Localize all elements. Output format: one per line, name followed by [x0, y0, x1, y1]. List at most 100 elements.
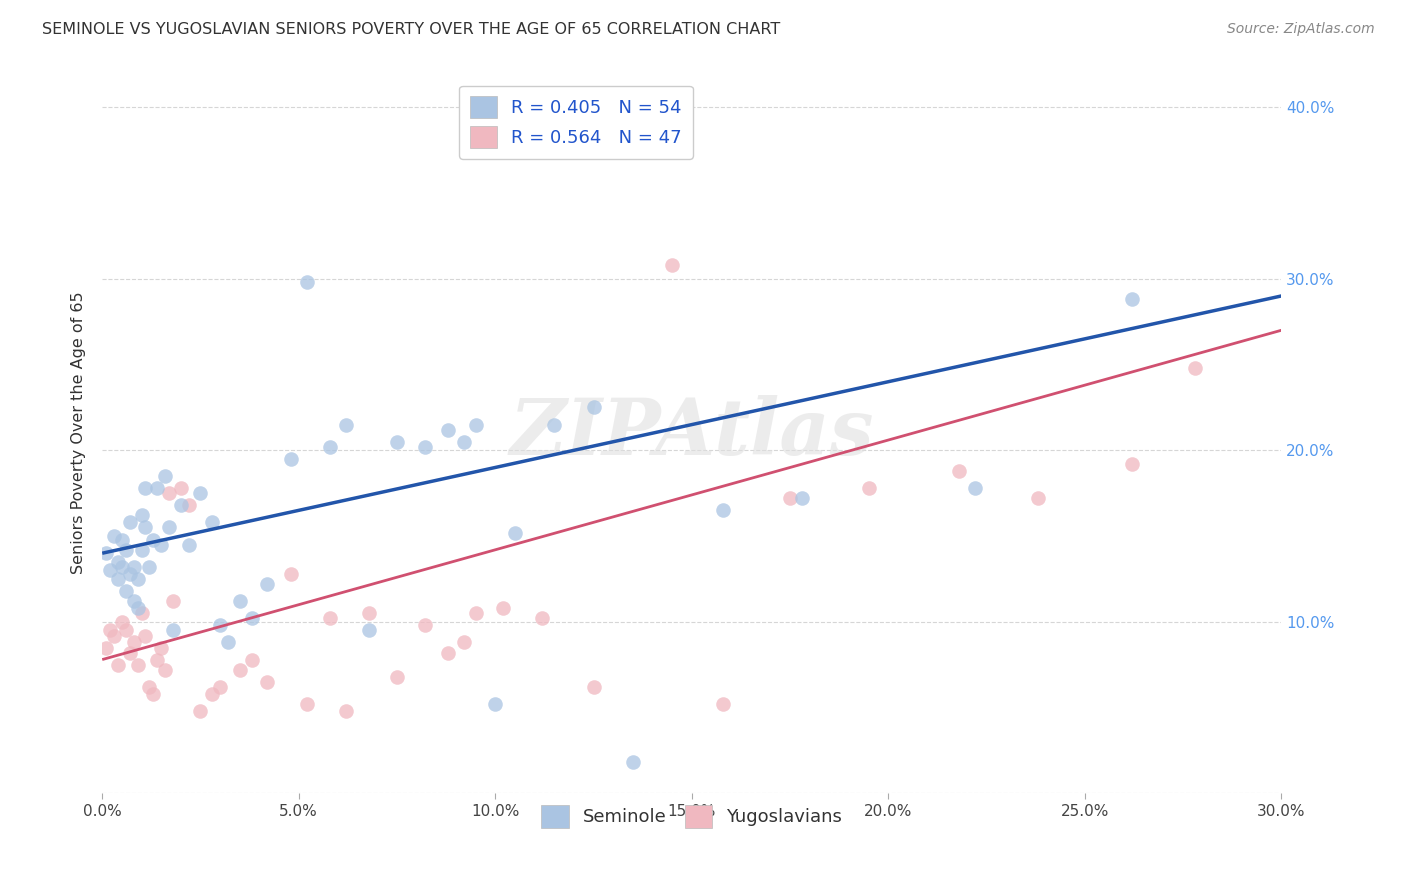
Point — [503, 525, 526, 540]
Point — [138, 680, 160, 694]
Point — [114, 624, 136, 638]
Point — [134, 481, 156, 495]
Point — [484, 697, 506, 711]
Point — [190, 486, 212, 500]
Point — [858, 481, 880, 495]
Legend: Seminole, Yugoslavians: Seminole, Yugoslavians — [534, 798, 849, 835]
Point — [142, 687, 165, 701]
Point — [134, 629, 156, 643]
Point — [621, 756, 644, 770]
Point — [413, 440, 436, 454]
Point — [98, 563, 121, 577]
Text: Source: ZipAtlas.com: Source: ZipAtlas.com — [1227, 22, 1375, 37]
Point — [963, 481, 986, 495]
Point — [453, 635, 475, 649]
Point — [280, 566, 302, 581]
Point — [543, 417, 565, 432]
Point — [127, 601, 149, 615]
Point — [335, 417, 357, 432]
Point — [146, 652, 169, 666]
Point — [190, 704, 212, 718]
Point — [531, 611, 554, 625]
Point — [1184, 361, 1206, 376]
Point — [464, 607, 486, 621]
Point — [464, 417, 486, 432]
Point — [256, 577, 278, 591]
Point — [142, 533, 165, 547]
Point — [582, 401, 605, 415]
Point — [280, 451, 302, 466]
Point — [170, 481, 193, 495]
Point — [201, 687, 224, 701]
Point — [150, 640, 173, 655]
Point — [1026, 491, 1049, 506]
Point — [209, 618, 232, 632]
Point — [177, 538, 200, 552]
Point — [492, 601, 515, 615]
Point — [335, 704, 357, 718]
Point — [118, 646, 141, 660]
Point — [127, 572, 149, 586]
Point — [153, 663, 176, 677]
Point — [131, 542, 153, 557]
Point — [153, 469, 176, 483]
Point — [437, 646, 460, 660]
Point — [359, 624, 381, 638]
Point — [98, 624, 121, 638]
Point — [256, 674, 278, 689]
Point — [111, 615, 134, 629]
Point — [217, 635, 239, 649]
Point — [103, 629, 125, 643]
Point — [103, 529, 125, 543]
Point — [295, 697, 318, 711]
Point — [138, 560, 160, 574]
Point — [107, 572, 129, 586]
Point — [157, 520, 180, 534]
Point — [177, 498, 200, 512]
Point — [131, 508, 153, 523]
Point — [118, 566, 141, 581]
Point — [122, 635, 145, 649]
Point — [94, 640, 117, 655]
Point — [114, 542, 136, 557]
Point — [107, 657, 129, 672]
Point — [114, 584, 136, 599]
Point — [453, 434, 475, 449]
Point — [201, 516, 224, 530]
Point — [295, 275, 318, 289]
Point — [1121, 457, 1143, 471]
Point — [146, 481, 169, 495]
Point — [157, 486, 180, 500]
Point — [437, 423, 460, 437]
Point — [582, 680, 605, 694]
Point — [131, 607, 153, 621]
Point — [385, 670, 408, 684]
Point — [209, 680, 232, 694]
Point — [319, 440, 342, 454]
Point — [711, 697, 734, 711]
Point — [229, 594, 252, 608]
Point — [111, 560, 134, 574]
Point — [162, 624, 184, 638]
Point — [94, 546, 117, 560]
Y-axis label: Seniors Poverty Over the Age of 65: Seniors Poverty Over the Age of 65 — [72, 292, 86, 574]
Point — [779, 491, 801, 506]
Point — [385, 434, 408, 449]
Point — [229, 663, 252, 677]
Point — [150, 538, 173, 552]
Point — [107, 555, 129, 569]
Point — [240, 652, 263, 666]
Text: ZIPAtlas: ZIPAtlas — [509, 395, 875, 471]
Point — [118, 516, 141, 530]
Point — [162, 594, 184, 608]
Point — [1121, 293, 1143, 307]
Point — [948, 464, 970, 478]
Point — [127, 657, 149, 672]
Point — [790, 491, 813, 506]
Point — [359, 607, 381, 621]
Point — [134, 520, 156, 534]
Point — [319, 611, 342, 625]
Point — [122, 560, 145, 574]
Point — [170, 498, 193, 512]
Point — [711, 503, 734, 517]
